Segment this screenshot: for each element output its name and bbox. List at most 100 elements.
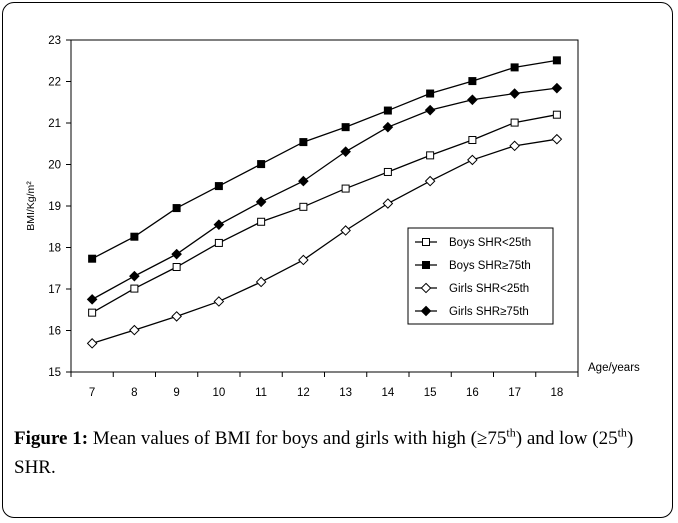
- legend-marker: [420, 282, 432, 294]
- data-point: [468, 136, 477, 145]
- data-point: [467, 94, 478, 106]
- data-point: [426, 151, 435, 160]
- x-tick-label: 7: [89, 387, 95, 399]
- data-point: [129, 324, 140, 336]
- data-point: [510, 63, 519, 72]
- data-point: [340, 225, 351, 236]
- legend-label: Girls SHR<25th: [449, 283, 529, 295]
- data-point: [551, 82, 563, 94]
- data-point: [130, 284, 139, 293]
- series-3: [86, 82, 563, 305]
- data-point: [86, 294, 98, 305]
- legend-item: Girls SHR<25th: [415, 282, 529, 295]
- legend-label: Girls SHR≥75th: [449, 306, 529, 318]
- data-point: [340, 146, 351, 157]
- data-point: [171, 248, 182, 260]
- data-point: [383, 106, 392, 115]
- y-tick-label: 18: [48, 243, 61, 255]
- series-line: [91, 114, 557, 314]
- data-point: [213, 296, 225, 307]
- data-point: [552, 110, 561, 119]
- data-point: [424, 175, 436, 187]
- data-point: [510, 118, 519, 127]
- data-point: [129, 270, 140, 282]
- data-point: [172, 204, 181, 213]
- y-tick-label: 23: [48, 35, 61, 47]
- x-tick-label: 14: [381, 387, 394, 399]
- data-point: [130, 232, 139, 241]
- y-tick-label: 19: [48, 201, 61, 213]
- series-line: [91, 87, 557, 300]
- series-line: [91, 138, 557, 344]
- data-point: [299, 202, 308, 211]
- chart-legend: Boys SHR<25th Boys SHR≥75th Girls SHR<25th…: [407, 227, 554, 325]
- figure-label: Figure 1:: [14, 428, 89, 449]
- y-tick-label: 22: [48, 77, 61, 89]
- caption-text-1: Mean values of BMI for boys and girls wi…: [88, 428, 507, 449]
- data-point: [509, 140, 520, 152]
- data-point: [467, 154, 478, 166]
- data-point: [214, 238, 223, 247]
- data-point: [551, 133, 563, 145]
- series-line: [91, 59, 557, 260]
- data-point: [86, 338, 98, 349]
- x-tick-label: 16: [466, 387, 479, 399]
- data-point: [88, 308, 97, 317]
- y-tick-label: 17: [48, 284, 61, 296]
- chart-axes: 15 16 17 18 19 20 21 22 23 7 8 9 10 11 12 13 14 15 16 17 18 A…: [25, 35, 640, 399]
- data-point: [298, 175, 309, 187]
- x-tick-label: 12: [297, 387, 310, 399]
- data-point: [213, 219, 225, 230]
- data-point: [298, 254, 309, 266]
- data-point: [468, 77, 477, 86]
- x-tick-label: 10: [212, 387, 225, 399]
- y-tick-label: 21: [48, 118, 61, 130]
- x-axis-label: Age/years: [588, 362, 640, 374]
- caption-text-2: ) and low (25: [515, 428, 618, 449]
- x-tick-label: 11: [255, 387, 267, 399]
- legend-item: Girls SHR≥75th: [415, 305, 529, 318]
- data-point: [257, 160, 266, 169]
- data-point: [552, 56, 561, 65]
- x-tick-label: 9: [173, 387, 179, 399]
- x-tick-label: 15: [424, 387, 437, 399]
- data-point: [299, 138, 308, 147]
- data-point: [255, 276, 267, 288]
- y-axis-label: BMI/Kg/m²: [25, 181, 37, 231]
- data-point: [214, 182, 223, 191]
- x-tick-label: 18: [550, 387, 563, 399]
- data-point: [426, 89, 435, 98]
- x-tick-label: 8: [131, 387, 137, 399]
- legend-marker: [420, 305, 432, 317]
- caption-sup-2: th: [617, 425, 627, 440]
- figure-caption: Figure 1: Mean values of BMI for boys an…: [14, 424, 664, 482]
- data-point: [383, 167, 392, 176]
- data-point: [171, 311, 182, 322]
- x-tick-label: 13: [339, 387, 352, 399]
- y-tick-label: 15: [48, 367, 61, 379]
- data-point: [382, 198, 394, 209]
- data-point: [172, 263, 181, 272]
- legend-box: [407, 227, 554, 325]
- bmi-line-chart: 15 16 17 18 19 20 21 22 23 7 8 9 10 11 12 13 14 15 16 17 18 A…: [25, 35, 640, 399]
- series-1: [88, 56, 561, 263]
- series-2: [86, 133, 563, 349]
- data-point: [424, 104, 436, 116]
- legend-label: Boys SHR≥75th: [449, 260, 531, 272]
- y-tick-label: 16: [48, 326, 61, 338]
- y-tick-label: 20: [48, 160, 61, 172]
- chart-series: [86, 56, 563, 349]
- legend-marker: [422, 238, 430, 246]
- caption-text-3: ) SHR.: [14, 428, 634, 478]
- caption-sup-1: th: [506, 425, 516, 440]
- x-tick-label: 17: [508, 387, 521, 399]
- series-0: [88, 110, 561, 317]
- legend-item: Boys SHR<25th: [415, 237, 531, 249]
- data-point: [382, 121, 394, 133]
- legend-label: Boys SHR<25th: [449, 237, 531, 249]
- data-point: [255, 196, 267, 208]
- data-point: [341, 123, 350, 132]
- legend-marker: [422, 261, 430, 269]
- data-point: [509, 88, 520, 99]
- data-point: [341, 184, 350, 193]
